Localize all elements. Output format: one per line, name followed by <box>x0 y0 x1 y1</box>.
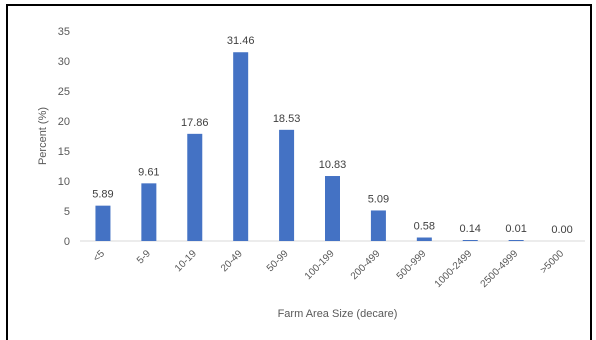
x-tick-label: 200-499 <box>349 248 383 282</box>
bar <box>508 240 524 241</box>
y-tick-label: 20 <box>58 116 70 128</box>
data-label: 0.14 <box>460 223 481 235</box>
x-tick-label: 20-49 <box>219 248 245 274</box>
x-tick-label: 2500-4999 <box>479 248 521 290</box>
data-label: 17.86 <box>181 117 209 129</box>
x-axis-ticks: <5 5-9 10-19 20-49 50-99 100-199 200-499 500-99… <box>91 248 566 290</box>
y-tick-label: 15 <box>58 146 70 158</box>
x-tick-label: 1000-2499 <box>433 248 475 290</box>
x-tick-label: 50-99 <box>265 248 291 274</box>
bar <box>233 52 249 241</box>
data-label: 0.58 <box>414 221 435 233</box>
data-labels: 5.89 9.61 17.86 31.46 18.53 10.83 5.09 0.58 0.14… <box>92 35 573 236</box>
bar <box>370 210 386 241</box>
y-tick-label: 30 <box>58 56 70 68</box>
bar <box>141 183 157 241</box>
bars <box>95 52 524 241</box>
data-label: 5.09 <box>368 193 389 205</box>
data-label: 9.61 <box>138 166 159 178</box>
data-label: 0.00 <box>551 224 572 236</box>
data-label: 0.01 <box>505 223 526 235</box>
bar <box>279 129 295 241</box>
x-axis-title: Farm Area Size (decare) <box>278 308 398 320</box>
x-tick-label: 100-199 <box>303 248 337 282</box>
bar <box>95 205 111 241</box>
bar <box>325 176 340 241</box>
y-axis-title: Percent (%) <box>37 107 49 165</box>
x-tick-label: 500-999 <box>395 248 429 282</box>
y-axis-ticks: 0 5 10 15 20 25 30 35 <box>58 26 70 248</box>
bar <box>462 240 478 241</box>
bar <box>416 237 432 241</box>
y-tick-label: 5 <box>64 206 70 218</box>
x-tick-label: 5-9 <box>135 248 153 266</box>
y-tick-label: 35 <box>58 26 70 38</box>
data-label: 5.89 <box>92 189 113 201</box>
data-label: 18.53 <box>273 113 301 125</box>
x-tick-label: <5 <box>91 248 107 264</box>
bar <box>187 133 203 241</box>
y-tick-label: 0 <box>64 236 70 248</box>
x-tick-label: 10-19 <box>173 248 199 274</box>
data-label: 31.46 <box>227 35 255 47</box>
chart-frame <box>6 4 592 340</box>
y-tick-label: 10 <box>58 176 70 188</box>
x-tick-label: >5000 <box>539 248 567 276</box>
data-label: 10.83 <box>319 159 347 171</box>
y-tick-label: 25 <box>58 86 70 98</box>
